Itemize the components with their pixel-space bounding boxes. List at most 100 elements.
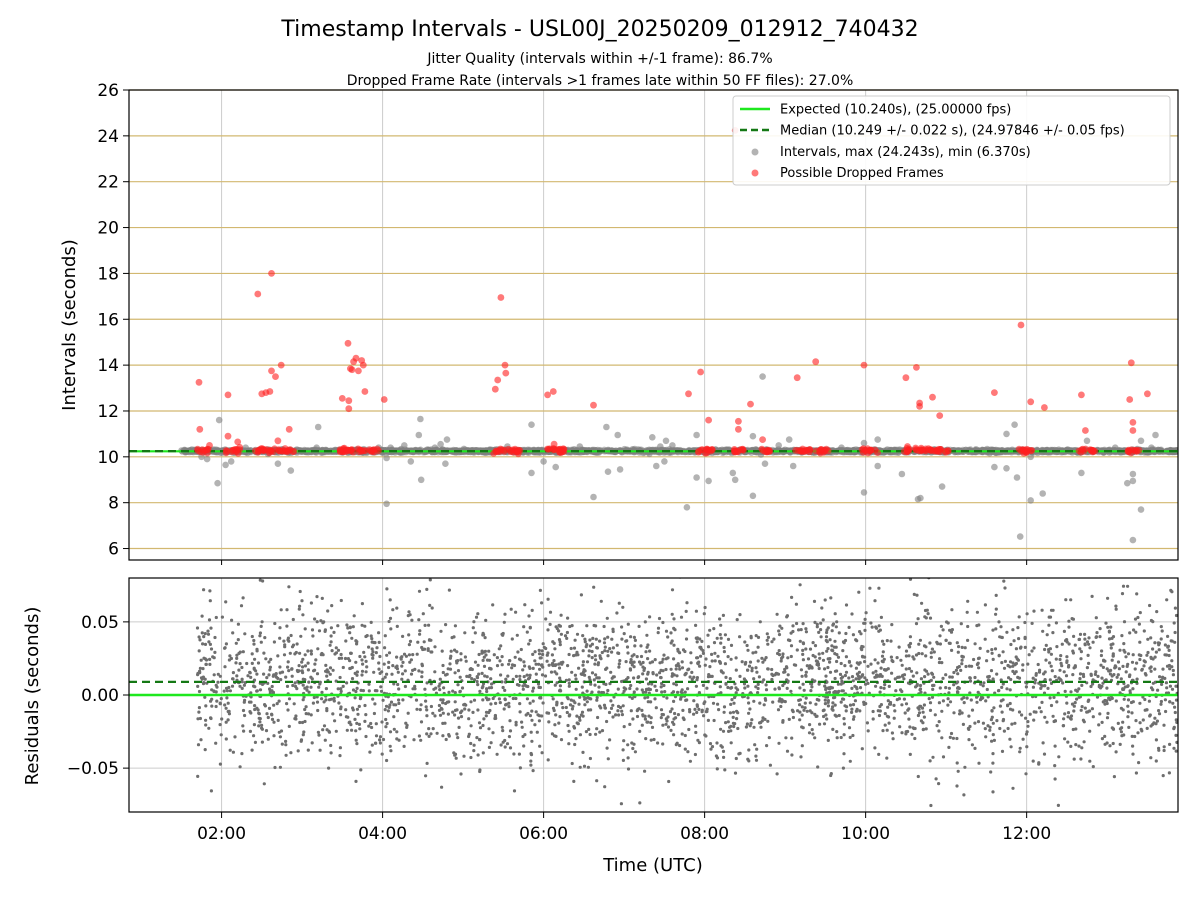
residual-point — [726, 637, 731, 642]
residual-point — [858, 686, 863, 690]
residual-point — [715, 767, 719, 771]
residual-point — [224, 737, 228, 741]
residual-point — [722, 705, 727, 709]
residual-point — [786, 638, 791, 642]
residual-point — [392, 727, 396, 731]
residual-point — [303, 653, 307, 657]
residual-point — [395, 606, 399, 610]
residual-point — [752, 677, 756, 681]
residual-point — [411, 653, 415, 657]
residual-point — [721, 749, 726, 754]
residual-point — [204, 658, 209, 662]
residual-point — [937, 660, 942, 665]
residual-point — [639, 644, 643, 648]
residual-point — [459, 772, 463, 776]
residual-point — [1045, 633, 1049, 637]
residual-point — [865, 721, 870, 725]
residual-point — [364, 659, 368, 664]
residual-point — [1175, 720, 1178, 724]
residual-point — [510, 666, 514, 670]
residual-point — [1106, 596, 1110, 600]
residual-point — [748, 660, 753, 664]
residual-point — [730, 698, 734, 702]
residual-point — [600, 650, 604, 655]
residual-point — [354, 689, 358, 694]
interval-outlier-point — [749, 492, 757, 500]
residual-point — [222, 689, 226, 693]
residual-point — [313, 662, 317, 666]
residual-point — [1149, 669, 1153, 673]
dropped-frame-point — [793, 374, 801, 382]
residual-point — [1067, 625, 1071, 629]
residual-point — [675, 674, 679, 678]
residual-point — [1132, 628, 1136, 632]
residual-point — [622, 686, 626, 690]
dropped-frame-point — [223, 447, 231, 455]
residual-point — [268, 668, 272, 672]
residual-point — [871, 709, 875, 714]
residual-point — [560, 701, 564, 706]
residual-point — [1046, 686, 1050, 691]
residual-point — [234, 641, 238, 645]
residual-point — [804, 670, 808, 674]
residual-point — [731, 710, 736, 714]
residual-point — [985, 659, 989, 663]
residual-point — [785, 749, 790, 753]
residual-point — [316, 708, 320, 713]
residual-point — [724, 675, 728, 680]
residual-point — [837, 689, 841, 694]
residual-point — [548, 622, 552, 627]
residual-point — [810, 665, 814, 669]
residual-point — [529, 763, 533, 767]
dropped-frame-point — [200, 447, 208, 455]
residual-point — [531, 666, 535, 671]
residual-point — [491, 603, 495, 607]
residual-point — [1111, 741, 1115, 746]
residual-point — [218, 674, 222, 678]
residual-point — [473, 660, 478, 664]
residual-point — [503, 688, 507, 693]
residual-point — [928, 616, 933, 620]
interval-outlier-point — [614, 431, 621, 439]
residual-point — [761, 716, 765, 720]
residual-point — [210, 688, 214, 692]
residual-point — [1119, 706, 1123, 710]
residual-point — [1095, 631, 1099, 635]
residual-point — [710, 659, 714, 663]
residual-point — [309, 675, 313, 679]
residual-point — [284, 743, 288, 747]
residual-point — [811, 641, 815, 645]
residual-point — [250, 634, 254, 639]
interval-outlier-point — [1013, 474, 1021, 481]
residual-point — [850, 710, 854, 715]
residual-point — [563, 634, 568, 638]
residual-point — [966, 624, 970, 629]
residual-point — [219, 733, 223, 737]
residual-point — [621, 704, 625, 708]
residual-point — [504, 702, 509, 706]
residual-point — [301, 733, 305, 737]
residual-point — [1138, 657, 1142, 662]
residual-point — [1011, 628, 1015, 632]
interval-outlier-point — [775, 442, 782, 449]
residual-point — [783, 670, 787, 674]
residual-point — [330, 574, 333, 577]
residual-point — [692, 699, 696, 703]
residual-point — [305, 685, 309, 689]
residual-point — [900, 703, 904, 707]
residual-point — [694, 609, 699, 613]
residual-point — [241, 650, 245, 654]
residual-point — [617, 601, 621, 605]
dropped-frame-point — [913, 364, 920, 371]
residual-point — [558, 643, 562, 647]
residual-point — [822, 714, 826, 719]
residual-point — [657, 616, 662, 621]
residual-point — [941, 676, 945, 681]
dropped-frame-point — [206, 442, 213, 449]
residual-point — [1174, 749, 1178, 753]
residual-point — [832, 696, 836, 700]
residual-point — [506, 674, 510, 678]
dropped-frame-point — [731, 448, 739, 456]
residual-point — [246, 674, 250, 678]
residual-point — [972, 657, 976, 662]
